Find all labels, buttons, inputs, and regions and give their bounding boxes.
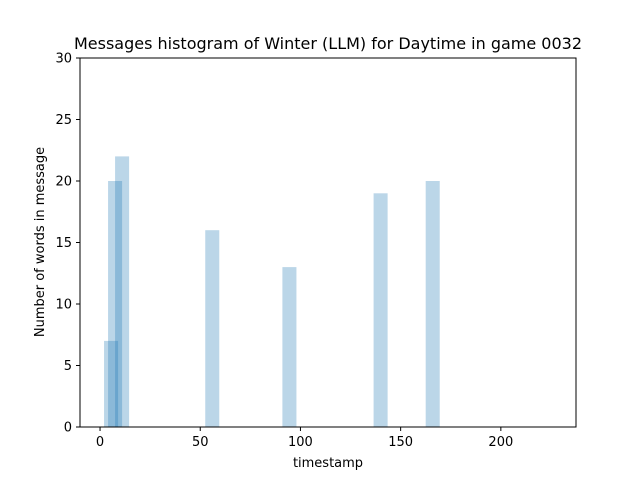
plot-frame (79, 57, 577, 428)
bars-group (104, 156, 440, 427)
y-tick-label: 25 (55, 113, 72, 128)
y-tick-label: 5 (64, 359, 72, 374)
chart-title: Messages histogram of Winter (LLM) for D… (74, 34, 582, 53)
x-tick-label: 100 (288, 435, 313, 450)
x-tick-label: 200 (488, 435, 513, 450)
y-tick-label: 15 (55, 236, 72, 251)
x-tick-label: 50 (192, 435, 209, 450)
histogram-bar (115, 156, 130, 427)
histogram-bar (282, 267, 297, 427)
x-axis-ticks: 0 50 100 150 200 (96, 427, 513, 450)
histogram-bar (104, 340, 119, 427)
x-axis-label: timestamp (293, 456, 363, 471)
x-tick-label: 0 (96, 435, 104, 450)
y-axis-label: Number of words in message (33, 147, 48, 337)
histogram-bar (425, 181, 440, 427)
y-axis-ticks: 0 5 10 15 20 25 30 (55, 52, 80, 436)
histogram-bar (108, 181, 123, 427)
x-tick-label: 150 (388, 435, 413, 450)
y-tick-label: 30 (55, 52, 72, 67)
y-tick-label: 20 (55, 175, 72, 190)
histogram-bar (205, 230, 220, 427)
y-tick-label: 0 (64, 421, 72, 436)
histogram-bar (373, 193, 388, 427)
y-tick-label: 10 (55, 298, 72, 313)
